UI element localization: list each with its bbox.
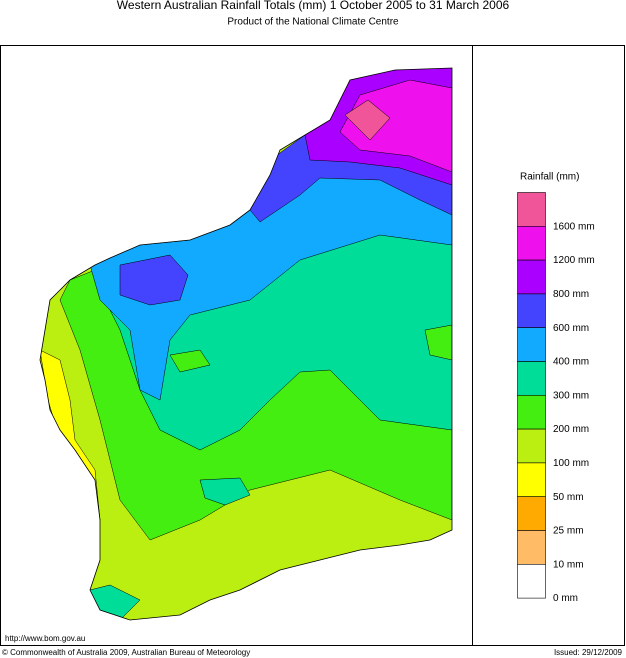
legend-label: 600 mm	[553, 323, 589, 334]
legend-label: 0 mm	[553, 593, 578, 604]
legend-swatch	[517, 462, 546, 497]
legend-label: 10 mm	[553, 559, 584, 570]
legend-swatch	[517, 293, 546, 328]
legend-swatch	[517, 226, 546, 261]
legend-title: Rainfall (mm)	[520, 172, 579, 183]
legend-label: 800 mm	[553, 289, 589, 300]
legend-label: 200 mm	[553, 424, 589, 435]
footer-copyright: © Commonwealth of Australia 2009, Austra…	[2, 648, 250, 657]
legend-label: 1600 mm	[553, 221, 595, 232]
legend-swatch	[517, 428, 546, 464]
legend-swatch	[517, 394, 546, 430]
legend-swatch	[517, 530, 546, 565]
legend-label: 400 mm	[553, 357, 589, 368]
footer-url: http://www.bom.gov.au	[5, 634, 85, 643]
legend-label: 25 mm	[553, 526, 584, 537]
legend-label: 100 mm	[553, 458, 589, 469]
legend-swatch	[517, 496, 546, 531]
legend-label: 1200 mm	[553, 255, 595, 266]
subtitle: Product of the National Climate Centre	[227, 17, 399, 28]
legend-swatch	[517, 192, 546, 227]
title: Western Australian Rainfall Totals (mm) …	[117, 0, 510, 12]
legend-swatch	[517, 259, 546, 295]
frame	[0, 45, 625, 646]
legend-swatch	[517, 327, 546, 362]
legend-swatch	[517, 361, 546, 396]
legend-label: 50 mm	[553, 492, 584, 503]
legend-label: 300 mm	[553, 390, 589, 401]
footer-issued: Issued: 29/12/2009	[554, 648, 623, 657]
legend-swatch	[517, 563, 546, 599]
legend: 1600 mm 1200 mm 800 mm 600 mm 400 mm 300 mm 20…	[517, 192, 595, 604]
rainfall-map	[40, 68, 452, 620]
